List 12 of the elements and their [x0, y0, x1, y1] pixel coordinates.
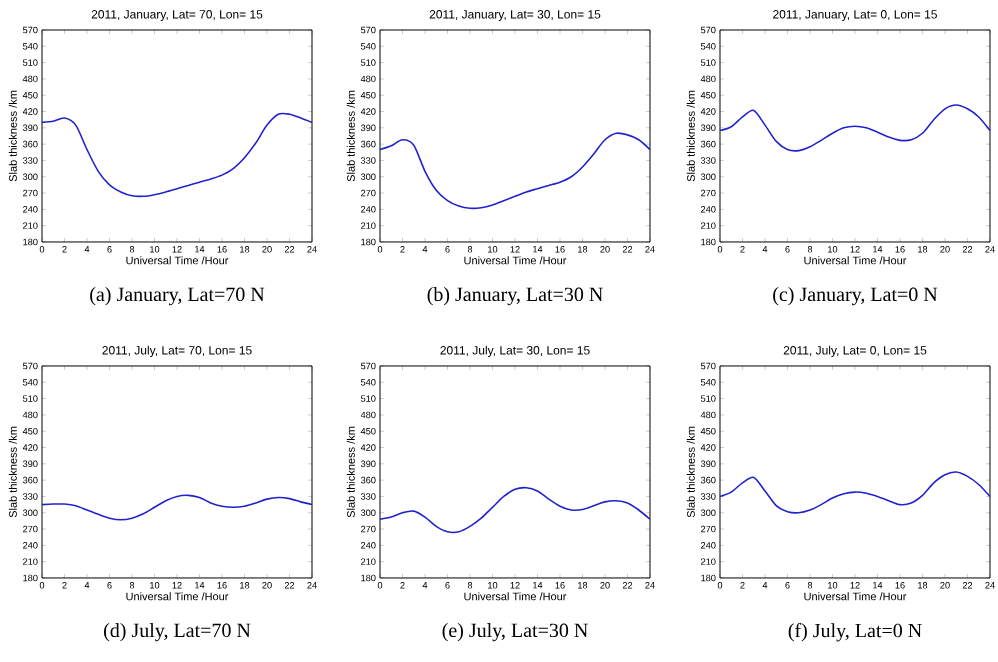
line-series — [379, 486, 651, 534]
text: (e) July, Lat=30 N — [442, 623, 588, 642]
line-series — [719, 471, 991, 514]
text: (f) July, Lat=0 N — [788, 623, 922, 642]
line-series — [41, 494, 313, 521]
text: (d) July, Lat=70 N — [104, 623, 251, 642]
text: (b) January, Lat=30 N — [427, 287, 603, 306]
text: (c) January, Lat=0 N — [773, 287, 938, 306]
line-series — [719, 104, 991, 152]
line-series — [379, 132, 651, 210]
text: (a) January, Lat=70 N — [90, 287, 265, 306]
line-series — [41, 112, 313, 198]
